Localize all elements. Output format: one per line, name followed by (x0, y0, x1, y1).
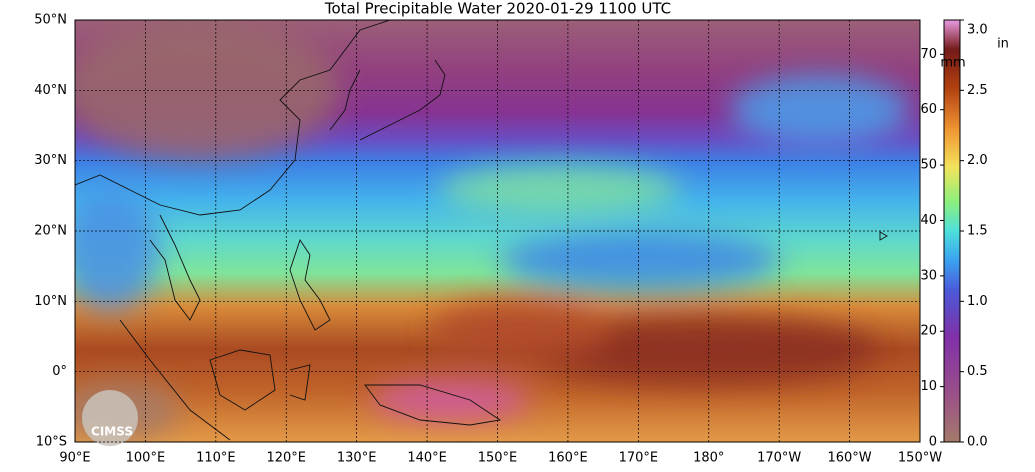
mm-tick-label: 10 (920, 379, 937, 394)
lon-tick-label: 110°E (196, 451, 236, 466)
lat-tick-label: 0° (52, 364, 67, 379)
lat-tick-label: 20°N (34, 224, 67, 239)
lon-tick-label: 120°E (266, 451, 306, 466)
mm-tick-label: 50 (920, 158, 937, 173)
colorbar-in-unit: in (997, 37, 1009, 52)
lon-tick-label: 140°E (407, 451, 447, 466)
in-tick-label: 2.0 (967, 153, 988, 168)
lon-tick-label: 100°E (126, 451, 166, 466)
cimss-logo: CIMSS (82, 390, 138, 446)
colorbar (943, 19, 961, 443)
lat-tick-label: 10°N (34, 294, 67, 309)
lon-tick-label: 160°E (548, 451, 588, 466)
lon-tick-label: 150°W (898, 451, 942, 466)
mm-tick-label: 30 (920, 268, 937, 283)
lat-tick-label: 10°S (36, 435, 67, 450)
lon-tick-label: 180° (693, 451, 724, 466)
in-tick-label: 3.0 (967, 23, 988, 38)
mm-tick-label: 40 (920, 213, 937, 228)
lat-tick-label: 40°N (34, 83, 67, 98)
mm-tick-label: 20 (920, 324, 937, 339)
in-tick-label: 1.5 (967, 224, 988, 239)
lon-tick-label: 90°E (59, 451, 90, 466)
lat-tick-label: 50°N (34, 13, 67, 28)
lat-tick-label: 30°N (34, 153, 67, 168)
mm-tick-label: 70 (920, 47, 937, 62)
in-tick-label: 1.0 (967, 294, 988, 309)
logo-text: CIMSS (91, 425, 133, 439)
map-title: Total Precipitable Water 2020-01-29 1100… (324, 0, 671, 18)
mm-tick-label: 0 (929, 435, 937, 450)
lon-tick-label: 130°E (337, 451, 377, 466)
lon-tick-label: 150°E (478, 451, 518, 466)
in-tick-label: 0.0 (967, 435, 988, 450)
in-tick-label: 0.5 (967, 364, 988, 379)
colorbar-mm-unit: mm (940, 56, 965, 71)
lon-tick-label: 170°E (619, 451, 659, 466)
lon-tick-label: 170°W (757, 451, 801, 466)
mm-tick-label: 60 (920, 102, 937, 117)
in-tick-label: 2.5 (967, 83, 988, 98)
lon-tick-label: 160°W (827, 451, 871, 466)
